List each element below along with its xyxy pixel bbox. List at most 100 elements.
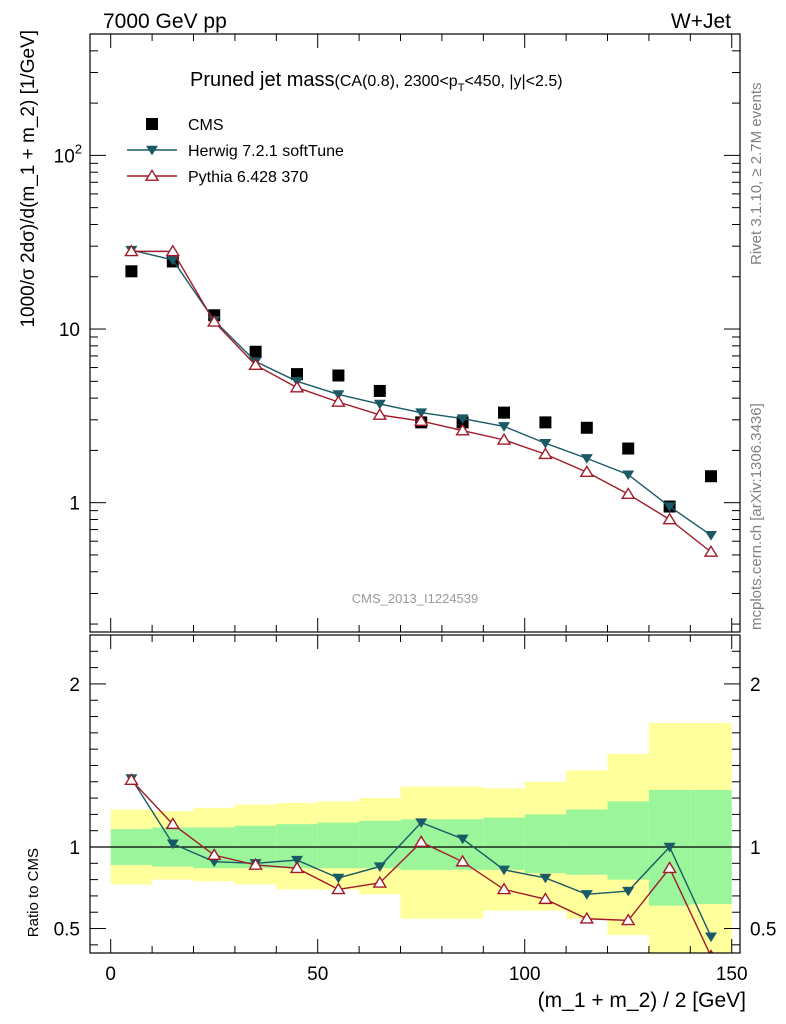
legend-marker-0 <box>146 118 158 130</box>
ratio-point-0-7 <box>415 818 428 828</box>
point-1-7 <box>415 408 428 419</box>
title-text: Pruned jet mass <box>190 69 335 91</box>
legend-marker-1 <box>146 145 158 156</box>
point-1-14 <box>705 530 718 541</box>
band-inner-9 <box>483 817 525 870</box>
ratio-point-0-5 <box>332 873 345 884</box>
point-0-5 <box>332 369 345 382</box>
ratio-y-label-left-0: 0.5 <box>54 920 80 941</box>
point-2-1 <box>165 244 181 257</box>
point-0-10 <box>539 416 552 429</box>
y-tick-label-1: 10 <box>59 320 80 341</box>
point-2-6 <box>372 407 388 420</box>
ratio-point-1-12 <box>620 913 636 926</box>
ratio-y-axis-label: Ratio to CMS <box>25 848 42 937</box>
series-line-2 <box>131 250 712 553</box>
point-2-9 <box>496 432 512 445</box>
x-tick-label-150: 150 <box>716 964 748 985</box>
ratio-frame <box>89 634 741 954</box>
axis-ticks: 0 50 100 150 102 10 1 0.5 0.5 1 1 2 2 <box>54 33 776 985</box>
ratio-point-0-6 <box>373 862 386 872</box>
point-2-4 <box>289 380 305 393</box>
band-inner-12 <box>607 801 649 880</box>
rivet-label: Rivet 3.1.10, ≥ 2.7M events <box>748 83 765 266</box>
point-2-5 <box>331 394 346 407</box>
ratio-point-1-3 <box>248 857 263 870</box>
ratio-point-0-1 <box>166 839 179 850</box>
point-0-11 <box>580 421 593 434</box>
point-1-11 <box>580 454 593 464</box>
subtitle-subscript: T <box>458 82 465 94</box>
point-0-12 <box>622 442 635 455</box>
legend: CMS Herwig 7.2.1 softTune Pythia 6.428 370 <box>127 117 344 186</box>
point-2-14 <box>703 544 719 557</box>
subtitle-before: (CA(0.8), 2300<p <box>335 73 458 90</box>
point-0-3 <box>249 345 262 358</box>
y-tick-label-0: 102 <box>54 141 82 167</box>
ratio-point-0-10 <box>539 873 552 884</box>
ratio-point-0-13 <box>663 842 676 853</box>
point-2-0 <box>124 244 139 257</box>
point-1-6 <box>373 399 386 410</box>
ratio-y-label-left-1: 1 <box>69 838 80 859</box>
ratio-point-1-9 <box>496 882 512 895</box>
ratio-point-1-10 <box>538 892 553 905</box>
ratio-point-1-7 <box>413 835 429 848</box>
point-2-12 <box>620 487 636 500</box>
point-1-9 <box>498 422 511 432</box>
ratio-point-1-11 <box>579 911 595 924</box>
energy-label: 7000 GeV pp <box>103 10 227 33</box>
point-1-10 <box>539 439 552 449</box>
point-2-3 <box>248 358 263 370</box>
legend-label-0: CMS <box>188 117 224 134</box>
ratio-point-1-4 <box>289 861 305 874</box>
legend-label-2: Pythia 6.428 370 <box>188 169 308 186</box>
ratio-point-1-0 <box>124 773 139 786</box>
point-0-0 <box>125 265 138 278</box>
source-label: mcplots.cern.ch [arXiv:1306.3436] <box>748 403 765 630</box>
ratio-point-0-8 <box>456 834 469 845</box>
ratio-point-0-12 <box>622 886 635 897</box>
x-tick-label-100: 100 <box>509 964 541 985</box>
ratio-point-1-8 <box>455 854 470 867</box>
ratio-y-label-right-2: 2 <box>750 675 761 696</box>
point-1-12 <box>622 470 635 481</box>
ratio-point-1-5 <box>331 882 346 895</box>
x-axis-label: (m_1 + m_2) / 2 [GeV] <box>538 989 746 1012</box>
ratio-point-0-9 <box>498 865 511 876</box>
point-2-13 <box>662 512 677 525</box>
ratio-plot-data <box>90 773 740 953</box>
watermark: CMS_2013_I1224539 <box>352 591 479 606</box>
ratio-y-label-left-2: 2 <box>69 675 80 696</box>
point-1-8 <box>456 414 469 424</box>
point-0-9 <box>498 406 511 419</box>
band-inner-11 <box>566 809 608 875</box>
point-0-14 <box>705 470 718 483</box>
legend-label-1: Herwig 7.2.1 softTune <box>188 143 344 160</box>
point-0-6 <box>373 384 386 397</box>
ratio-y-label-right-0: 0.5 <box>750 920 776 941</box>
band-inner-5 <box>317 822 360 869</box>
ratio-point-1-2 <box>206 848 222 861</box>
band-inner-10 <box>524 814 567 874</box>
point-2-7 <box>413 414 429 426</box>
main-title: Pruned jet mass(CA(0.8), 2300<pT<450, |y… <box>190 69 563 94</box>
ratio-point-0-14 <box>705 932 718 943</box>
ratio-point-1-6 <box>372 875 388 888</box>
x-tick-label-0: 0 <box>105 964 116 985</box>
ratio-point-0-4 <box>291 855 304 866</box>
y-axis-label: 1000/σ 2dσ)/d(m_1 + m_2) [1/GeV] <box>18 30 39 328</box>
band-inner-6 <box>359 820 401 869</box>
ratio-point-1-13 <box>662 861 677 874</box>
ratio-point-1-1 <box>165 817 181 830</box>
point-2-8 <box>455 423 470 436</box>
main-frame <box>89 33 741 633</box>
main-plot-data <box>124 244 719 557</box>
y-tick-label-2: 1 <box>69 494 80 515</box>
ratio-y-label-right-1: 1 <box>750 838 761 859</box>
process-label: W+Jet <box>671 10 731 33</box>
point-2-11 <box>579 465 595 477</box>
point-2-2 <box>206 314 222 327</box>
point-1-1 <box>166 255 179 266</box>
